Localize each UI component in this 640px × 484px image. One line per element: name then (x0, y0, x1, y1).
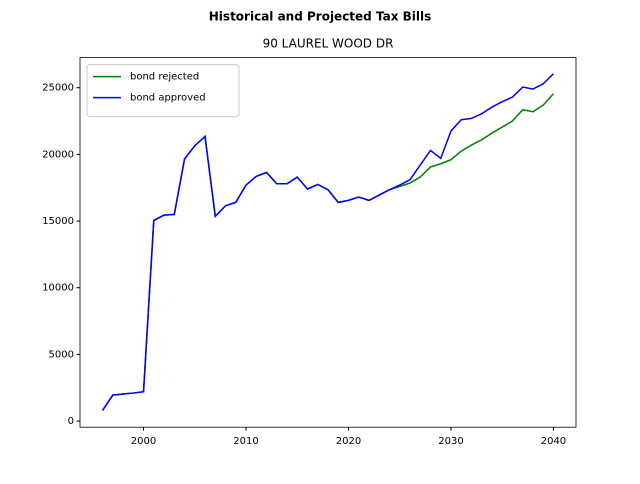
x-tick-label: 2010 (233, 436, 258, 447)
plot-frame (79, 57, 577, 428)
line-series (101, 73, 554, 411)
chart-subtitle: 90 LAUREL WOOD DR (263, 37, 394, 51)
y-tick-label: 15000 (42, 216, 74, 227)
chart-title: Historical and Projected Tax Bills (209, 10, 431, 24)
y-tick-label: 0 (68, 416, 74, 427)
x-tick-label: 2040 (541, 436, 566, 447)
x-tick-label: 2020 (336, 436, 361, 447)
y-tick-label: 10000 (42, 283, 74, 294)
y-tick-label: 25000 (42, 83, 74, 94)
legend-label: bond approved (130, 93, 206, 104)
x-tick-label: 2000 (131, 436, 156, 447)
legend-box (86, 64, 240, 118)
legend-label: bond rejected (130, 72, 199, 83)
y-tick-label: 5000 (49, 349, 74, 360)
y-tick-label: 20000 (42, 149, 74, 160)
line-series (101, 93, 555, 411)
x-tick-label: 2030 (438, 436, 463, 447)
